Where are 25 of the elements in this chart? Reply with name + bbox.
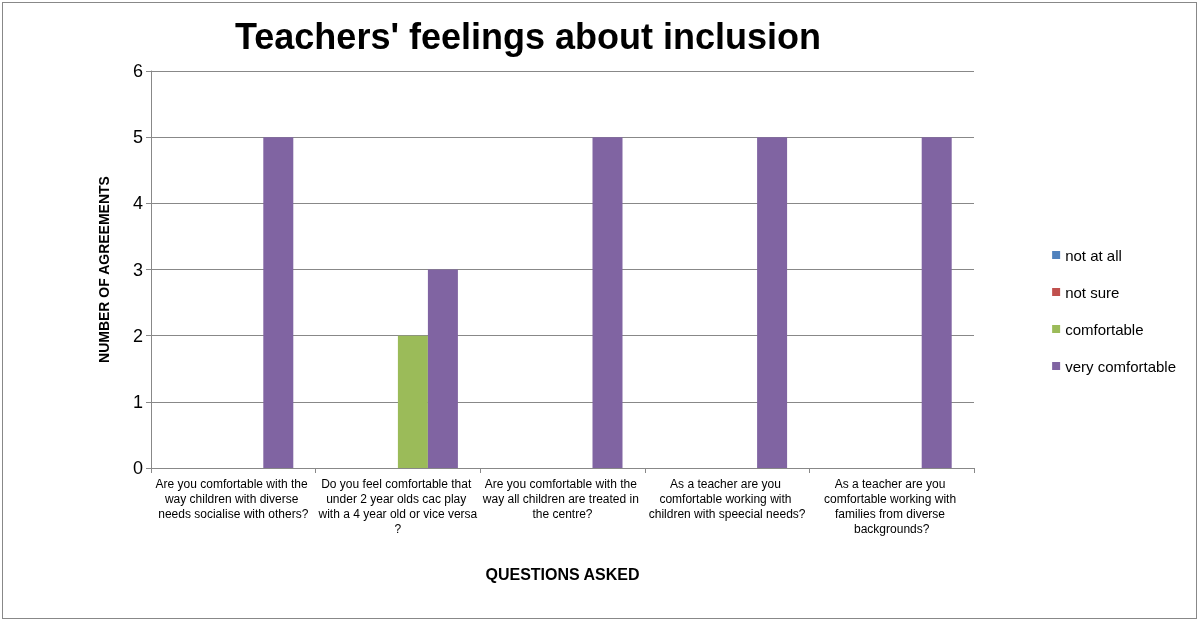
chart-title: Teachers' feelings about inclusion [234,15,822,57]
x-tick-label: As a teacher are you comfortable working with families from diverse backgrounds? [824,476,960,536]
bar [921,137,952,468]
x-tick-label: Are you comfortable with the way children with diverse needs socialise with others? [155,476,312,521]
y-tick-label: 0 [132,458,143,478]
y-axis-title: NUMBER OF AGREEMENTS [96,176,112,363]
bar [263,137,294,468]
bar [757,137,788,468]
legend-label: very comfortable [1065,357,1176,375]
x-axis-title: QUESTIONS ASKED [485,565,640,583]
y-tick-label: 3 [132,259,143,280]
bar [397,335,428,468]
y-tick-label: 5 [132,127,143,148]
x-tick-label: As a teacher are you comfortable working with children with speecial needs? [648,476,806,521]
legend-label: not at all [1065,246,1122,264]
x-tick-label: Are you comfortable with the way all children are treated in the centre? [481,476,643,521]
y-tick-label: 4 [132,193,143,214]
x-tick-label: Do you feel comfortable that under 2 year olds cac play with a 4 year old or vice versa? [317,476,478,536]
bar [592,137,623,468]
bar [427,269,458,468]
y-tick-label: 6 [132,61,143,81]
y-tick-label: 1 [132,391,143,412]
legend-label: not sure [1065,283,1120,301]
y-tick-label: 2 [132,325,143,346]
legend-label: comfortable [1065,320,1144,338]
